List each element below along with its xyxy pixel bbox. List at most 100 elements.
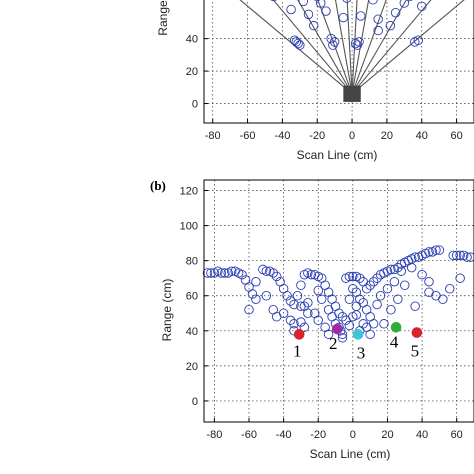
- scatter-point: [399, 0, 410, 8]
- panel-b-y-tick-label: 0: [192, 396, 198, 408]
- panel-a-y-axis-label: Range: [156, 0, 170, 36]
- scatter-point: [351, 310, 362, 320]
- scatter-point: [462, 252, 472, 262]
- beam-line: [351, 0, 465, 95]
- beam-line: [351, 0, 370, 94]
- scatter-point: [396, 266, 407, 276]
- target-marker-5: [411, 327, 423, 338]
- scatter-point: [355, 273, 365, 283]
- scatter-point: [299, 322, 310, 333]
- beam-line: [272, 0, 353, 95]
- scatter-point: [289, 319, 299, 329]
- scatter-point: [308, 20, 319, 31]
- scatter-point: [438, 294, 448, 304]
- scatter-point: [352, 40, 363, 50]
- scatter-point: [368, 0, 378, 5]
- scatter-point: [393, 262, 403, 273]
- panel-b-x-axis-label: Scan Line (cm): [310, 447, 391, 461]
- panel-a-x-tick-label: 0: [349, 130, 355, 142]
- panel-a-x-tick-label: -20: [309, 130, 325, 142]
- scatter-point: [303, 9, 314, 20]
- scatter-point: [406, 262, 417, 273]
- scatter-point: [389, 276, 400, 287]
- scatter-point: [285, 315, 296, 326]
- scatter-point: [431, 245, 441, 255]
- scatter-point: [375, 290, 386, 301]
- scatter-point: [321, 6, 331, 16]
- target-marker-1: [293, 329, 305, 340]
- scatter-point: [202, 268, 213, 278]
- target-marker-4: [390, 322, 402, 333]
- scatter-point: [344, 271, 355, 282]
- scatter-point: [342, 0, 352, 3]
- scatter-point: [216, 268, 227, 278]
- scatter-point: [424, 287, 434, 297]
- scatter-point: [251, 276, 261, 287]
- panel-b-x-tick-label: -80: [206, 429, 222, 441]
- scatter-point: [356, 11, 366, 21]
- target-marker-2: [331, 323, 343, 335]
- panel-b-x-ticks: -80-60-40-20020406080: [206, 418, 463, 441]
- scatter-point: [306, 269, 317, 280]
- scatter-point: [326, 33, 336, 44]
- panel-b-y-tick-label: 100: [180, 221, 198, 233]
- scatter-point: [291, 37, 302, 47]
- panel-a-grid: [204, 0, 474, 123]
- target-label-3: 3: [357, 343, 366, 362]
- scatter-point: [303, 308, 313, 319]
- scatter-point: [337, 312, 348, 322]
- scatter-point: [393, 294, 403, 304]
- target-label-1: 1: [293, 341, 302, 360]
- panel-b-targets: 1 2 3 4 5: [293, 322, 423, 362]
- scatter-point: [386, 305, 396, 315]
- panel-b-x-tick-label: 0: [350, 429, 356, 441]
- scatter-point: [361, 283, 372, 294]
- scatter-point: [328, 40, 338, 50]
- panel-b-tag: (b): [150, 178, 166, 193]
- scatter-point: [316, 294, 327, 304]
- scatter-point: [303, 298, 313, 308]
- scatter-point: [416, 1, 427, 11]
- scatter-point: [373, 25, 383, 36]
- panel-a-x-tick-label: -80: [205, 130, 221, 142]
- panel-a-y-tick-label: 20: [186, 66, 198, 78]
- scatter-point: [286, 4, 296, 15]
- panel-b-y-tick-label: 120: [180, 186, 198, 198]
- scatter-point: [382, 283, 393, 294]
- scatter-point: [344, 294, 355, 304]
- beam-line: [351, 0, 407, 95]
- panel-b-frame: [203, 179, 474, 423]
- scatter-point: [424, 276, 434, 287]
- scatter-point: [251, 294, 261, 304]
- scatter-point: [372, 299, 382, 310]
- scatter-point: [365, 329, 375, 340]
- scatter-point: [455, 250, 465, 261]
- target-marker-3: [352, 329, 364, 340]
- panel-b-x-tick-label: -20: [310, 429, 326, 441]
- scatter-point: [244, 305, 254, 315]
- panel-a-x-axis-label: Scan Line (cm): [297, 148, 378, 162]
- beam-line: [317, 0, 353, 94]
- scatter-point: [406, 0, 413, 2]
- scatter-point: [368, 276, 379, 287]
- scatter-point: [465, 252, 474, 262]
- beam-line: [239, 0, 353, 95]
- scatter-point: [337, 333, 348, 343]
- scatter-point: [373, 14, 383, 24]
- panel-a-frame: [203, 0, 474, 124]
- panel-b-points: [202, 245, 474, 343]
- scatter-point: [323, 329, 334, 340]
- scatter-point: [226, 266, 237, 276]
- scatter-point: [344, 320, 355, 331]
- panel-a: -80 -60 -40 -20 0 20 40 60 0 20 40 Scan Line (cm)…: [156, 0, 474, 162]
- scatter-point: [282, 290, 292, 301]
- scatter-point: [372, 273, 382, 283]
- panel-a-beams: [239, 0, 465, 95]
- scatter-point: [417, 269, 427, 280]
- target-label-4: 4: [390, 332, 399, 351]
- scatter-point: [206, 268, 216, 278]
- scatter-point: [295, 40, 305, 50]
- scatter-point: [351, 287, 362, 297]
- scatter-point: [448, 250, 458, 261]
